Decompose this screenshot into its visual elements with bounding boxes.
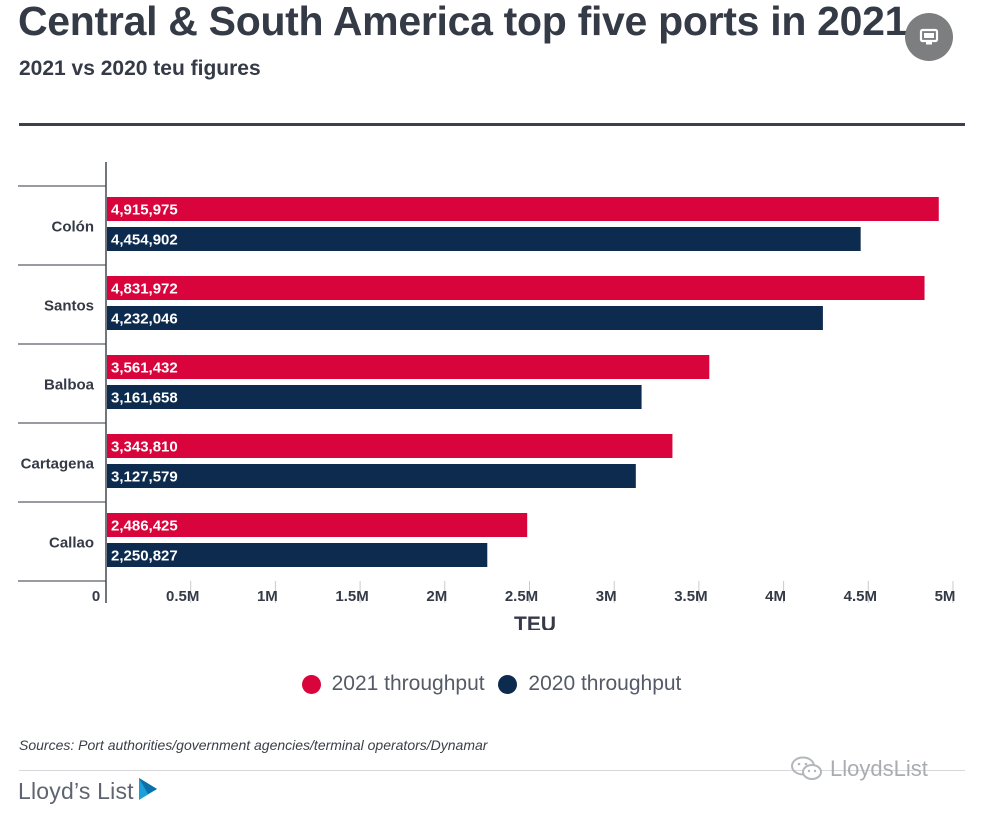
play-triangle-icon (138, 778, 157, 800)
title-divider (19, 123, 965, 126)
legend-swatch-2021 (301, 674, 321, 694)
x-tick-label: 0.5M (166, 588, 199, 605)
monitor-icon (919, 28, 939, 45)
category-label: Callao (49, 535, 94, 552)
bar-2020 (107, 385, 642, 409)
watermark: LloydsList (790, 755, 928, 783)
bar-value-label: 4,454,902 (111, 232, 178, 249)
category-label: Balboa (44, 377, 95, 394)
wechat-icon (791, 756, 822, 780)
bar-2020 (107, 227, 861, 251)
legend-label-2020: 2020 throughput (528, 672, 682, 695)
x-tick-label: 4M (765, 588, 786, 605)
chart-legend: 2021 throughput 2020 throughput (0, 672, 983, 700)
x-tick-label: 3.5M (674, 588, 707, 605)
category-label: Cartagena (21, 456, 95, 473)
bar-2020 (107, 464, 636, 488)
x-axis-title: TEU (514, 613, 556, 630)
bar-value-label: 3,161,658 (111, 390, 178, 407)
fullscreen-button[interactable] (905, 13, 953, 61)
bar-chart: Colón Santos Balboa Cartagena Callao 4,915,97… (18, 162, 956, 630)
brand-logo[interactable]: Lloyd’s List (18, 774, 159, 808)
category-label: Colón (52, 219, 95, 236)
x-tick-label: 4.5M (844, 588, 877, 605)
chart-subtitle: 2021 vs 2020 teu figures (19, 57, 261, 80)
bar-2021 (107, 276, 925, 300)
source-note: Sources: Port authorities/government age… (19, 737, 488, 753)
brand-name: Lloyd’s List (18, 777, 134, 804)
watermark-text: LloydsList (830, 756, 928, 781)
x-tick-label: 3M (596, 588, 617, 605)
bar-value-label: 2,250,827 (111, 548, 178, 565)
bar-value-label: 4,915,975 (111, 202, 178, 219)
x-tick-label: 2M (426, 588, 447, 605)
bar-value-label: 2,486,425 (111, 518, 178, 535)
category-label: Santos (44, 298, 94, 315)
bar-2020 (107, 306, 823, 330)
bar-2021 (107, 355, 710, 379)
legend-swatch-2020 (498, 674, 518, 694)
chart-title: Central & South America top five ports i… (18, 0, 908, 44)
bar-value-label: 3,561,432 (111, 360, 178, 377)
bar-2021 (107, 513, 528, 537)
bar-value-label: 3,127,579 (111, 469, 178, 486)
footer-divider (19, 770, 965, 771)
x-tick-label: 1.5M (335, 588, 368, 605)
legend-item-2021[interactable]: 2021 throughput (301, 672, 485, 696)
bar-value-label: 3,343,810 (111, 439, 178, 456)
x-tick-label: 1M (257, 588, 278, 605)
x-tick-label: 0 (92, 588, 100, 605)
bar-2020 (107, 543, 488, 567)
bar-2021 (107, 434, 673, 458)
bar-2021 (107, 197, 939, 221)
bar-value-label: 4,232,046 (111, 311, 178, 328)
x-tick-label: 2.5M (505, 588, 538, 605)
legend-label-2021: 2021 throughput (331, 672, 485, 695)
bar-value-label: 4,831,972 (111, 281, 178, 298)
legend-item-2020[interactable]: 2020 throughput (498, 672, 681, 696)
x-tick-label: 5M (935, 588, 956, 605)
